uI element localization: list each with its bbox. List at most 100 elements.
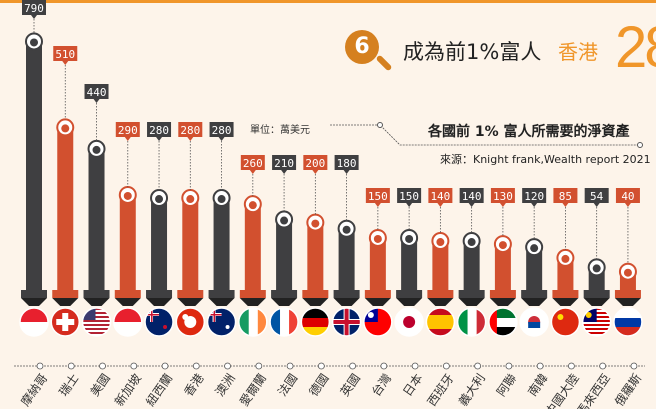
axis-tick: [130, 362, 138, 370]
bar: [26, 41, 42, 290]
category-label: 南韓: [524, 371, 550, 399]
bar-group-7: 260 愛爾蘭: [237, 155, 269, 409]
bar-group-9: 200 德國: [300, 155, 332, 399]
money-bag-shape: [373, 234, 382, 243]
bar-fold: [427, 298, 454, 306]
value-label: 54: [590, 190, 604, 203]
flag-border: [238, 307, 268, 337]
value-label-box: [615, 188, 640, 203]
flag-border: [144, 307, 174, 337]
axis-tick: [99, 362, 106, 370]
money-bag-shape: [498, 241, 507, 250]
value-label-pointer: [62, 61, 69, 65]
bar-base: [489, 290, 516, 298]
rank-number: 28: [615, 15, 656, 80]
category-label: 中國大陸: [542, 371, 582, 409]
bar-fold: [177, 298, 204, 306]
bar: [276, 219, 293, 290]
bar-base: [83, 290, 110, 298]
flag-border: [81, 307, 112, 337]
bar-base: [177, 290, 204, 298]
category-label: 愛爾蘭: [237, 371, 269, 409]
bar-fold: [271, 298, 298, 306]
bar: [57, 127, 74, 291]
flag-border: [425, 307, 456, 337]
value-label-box: [22, 0, 46, 15]
bar: [182, 198, 199, 290]
value-label-box: [428, 188, 453, 203]
flag-border: [394, 307, 424, 337]
money-bag-shape: [248, 201, 257, 210]
money-bag-shape: [61, 124, 70, 133]
axis-tick: [630, 362, 638, 370]
value-label-box: [397, 188, 422, 203]
value-label: 40: [621, 190, 634, 203]
value-label-pointer: [624, 203, 631, 207]
page-title: 成為前1%富人: [403, 40, 542, 64]
flag-icon-12: [395, 308, 424, 336]
bar: [119, 194, 136, 290]
category-label: 摩納哥: [17, 371, 50, 409]
value-label-box: [53, 46, 78, 61]
money-bag-shape: [311, 219, 320, 228]
value-label-pointer: [156, 137, 163, 141]
value-label: 150: [399, 190, 419, 203]
category-label: 澳洲: [213, 371, 238, 399]
bar: [401, 237, 418, 290]
axis-tick: [192, 362, 200, 370]
connector-dot: [637, 142, 643, 148]
bar-base: [302, 290, 329, 298]
value-label: 130: [493, 190, 513, 203]
header: 6 成為前1%富人 香港 28: [345, 15, 656, 82]
value-label: 150: [368, 190, 388, 203]
category-label: 俄羅斯: [612, 371, 644, 409]
bar-base: [364, 290, 391, 298]
bar-fold: [83, 298, 110, 306]
bar: [369, 237, 386, 290]
axis-tick: [474, 362, 482, 370]
flag-icon-4: [145, 308, 174, 336]
flag-border: [581, 307, 612, 337]
value-label-pointer: [531, 203, 538, 207]
money-bag-shape: [592, 264, 601, 273]
value-label-box: [178, 122, 203, 137]
money-bag-shape: [561, 254, 570, 263]
bar: [494, 244, 511, 290]
value-label-box: [209, 122, 234, 137]
value-label-pointer: [562, 203, 569, 207]
bar-group-8: 210 法國: [269, 155, 300, 399]
value-label-box: [553, 188, 578, 203]
bar-base: [521, 290, 548, 298]
axis-tick: [255, 362, 263, 370]
flag-icon-13: [426, 308, 455, 336]
money-bag-shape: [92, 145, 101, 154]
value-label-box: [490, 188, 515, 203]
category-label: 阿聯: [494, 371, 519, 399]
bar-group-4: 280 紐西蘭: [143, 122, 175, 409]
bar-group-5: 280 香港: [175, 122, 207, 399]
connector-dot: [377, 122, 383, 128]
category-label: 德國: [306, 371, 332, 399]
bar-group-11: 150 台灣: [363, 188, 394, 399]
bar: [244, 204, 261, 290]
bar-fold: [396, 298, 423, 306]
category-label: 美國: [88, 371, 113, 399]
bar-group-15: 130 阿聯: [488, 188, 519, 399]
category-label: 西班牙: [425, 371, 457, 409]
value-label: 120: [524, 190, 544, 203]
axis-tick: [411, 362, 419, 370]
flag-border: [19, 307, 49, 337]
value-label-pointer: [374, 203, 381, 207]
value-label: 140: [430, 190, 450, 203]
value-label: 440: [87, 86, 107, 99]
bar-group-13: 140 西班牙: [425, 188, 457, 409]
flag-icon-5: [176, 308, 205, 336]
value-label: 290: [118, 124, 138, 137]
flag-border: [175, 307, 206, 337]
bar-fold: [552, 298, 579, 306]
value-label: 280: [212, 124, 232, 137]
bar-fold: [489, 298, 516, 306]
bar-fold: [614, 298, 641, 306]
flag-icon-17: [551, 308, 580, 336]
value-label: 210: [274, 157, 294, 170]
